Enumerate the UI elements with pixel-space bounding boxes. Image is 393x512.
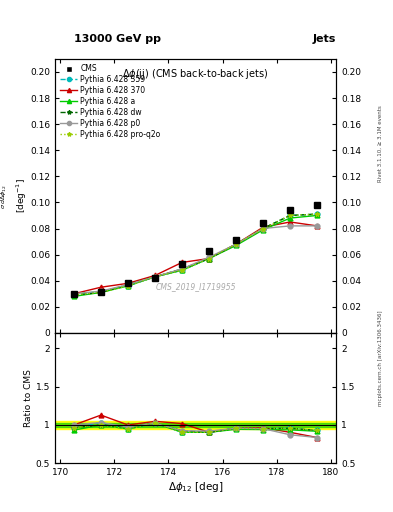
Pythia 6.428 dw [99, 289, 103, 295]
Pythia 6.428 a [126, 283, 130, 289]
Pythia 6.428 p0 [234, 241, 239, 247]
Pythia 6.428 pro-q2o [315, 211, 320, 217]
Line: Pythia 6.428 370: Pythia 6.428 370 [72, 220, 320, 296]
Pythia 6.428 pro-q2o [72, 292, 76, 298]
Pythia 6.428 dw [234, 241, 239, 247]
Pythia 6.428 dw [261, 225, 265, 231]
Pythia 6.428 dw [207, 255, 211, 262]
Pythia 6.428 a [207, 255, 211, 262]
Pythia 6.428 359 [315, 211, 320, 217]
Line: Pythia 6.428 a: Pythia 6.428 a [72, 213, 320, 299]
Pythia 6.428 359 [126, 283, 130, 289]
Pythia 6.428 359 [180, 267, 184, 273]
Pythia 6.428 359 [72, 292, 76, 298]
Text: 13000 GeV pp: 13000 GeV pp [74, 33, 162, 44]
Pythia 6.428 dw [72, 292, 76, 298]
Line: Pythia 6.428 pro-q2o: Pythia 6.428 pro-q2o [72, 212, 320, 297]
Text: CMS_2019_I1719955: CMS_2019_I1719955 [155, 282, 236, 291]
Pythia 6.428 370 [234, 241, 239, 247]
Pythia 6.428 a [99, 289, 103, 295]
Pythia 6.428 a [261, 227, 265, 233]
Pythia 6.428 370 [180, 260, 184, 266]
Pythia 6.428 p0 [207, 254, 211, 260]
Pythia 6.428 a [180, 267, 184, 273]
Pythia 6.428 dw [180, 266, 184, 272]
Pythia 6.428 359 [234, 241, 239, 247]
Pythia 6.428 a [234, 242, 239, 248]
Pythia 6.428 pro-q2o [126, 283, 130, 289]
Pythia 6.428 p0 [126, 282, 130, 288]
Text: mcplots.cern.ch [arXiv:1306.3436]: mcplots.cern.ch [arXiv:1306.3436] [378, 311, 383, 406]
Pythia 6.428 pro-q2o [261, 225, 265, 231]
Pythia 6.428 359 [99, 288, 103, 294]
X-axis label: $\Delta\phi_{12}$ [deg]: $\Delta\phi_{12}$ [deg] [168, 480, 223, 494]
Pythia 6.428 p0 [261, 225, 265, 231]
CMS [180, 261, 184, 267]
Pythia 6.428 a [288, 215, 292, 221]
Pythia 6.428 dw [152, 274, 157, 280]
Pythia 6.428 370 [72, 291, 76, 297]
Bar [55, 421, 336, 429]
Pythia 6.428 p0 [72, 291, 76, 297]
CMS [234, 237, 239, 243]
Pythia 6.428 370 [288, 219, 292, 225]
CMS [207, 248, 211, 254]
Pythia 6.428 dw [315, 211, 320, 217]
Pythia 6.428 370 [126, 280, 130, 286]
Pythia 6.428 a [152, 274, 157, 280]
Pythia 6.428 dw [126, 282, 130, 288]
Bar [55, 423, 336, 426]
CMS [126, 280, 130, 286]
Pythia 6.428 370 [99, 284, 103, 290]
Pythia 6.428 pro-q2o [180, 267, 184, 273]
CMS [288, 207, 292, 214]
Pythia 6.428 a [315, 212, 320, 219]
Line: Pythia 6.428 dw: Pythia 6.428 dw [72, 212, 320, 297]
Pythia 6.428 pro-q2o [207, 255, 211, 262]
Pythia 6.428 pro-q2o [234, 241, 239, 247]
Pythia 6.428 370 [261, 224, 265, 230]
CMS [315, 202, 320, 208]
Pythia 6.428 pro-q2o [99, 289, 103, 295]
CMS [261, 220, 265, 226]
CMS [72, 291, 76, 297]
Y-axis label: $\frac{1}{\bar{\sigma}}\frac{d\sigma}{d\Delta\phi_{12}}$
[deg$^{-1}$]: $\frac{1}{\bar{\sigma}}\frac{d\sigma}{d\… [0, 179, 29, 214]
Pythia 6.428 p0 [99, 288, 103, 294]
Line: CMS: CMS [71, 202, 320, 297]
Line: Pythia 6.428 359: Pythia 6.428 359 [72, 212, 320, 297]
CMS [99, 289, 103, 295]
Pythia 6.428 359 [152, 274, 157, 280]
Pythia 6.428 a [72, 293, 76, 300]
Pythia 6.428 dw [288, 212, 292, 219]
Text: $\Delta\phi$(jj) (CMS back-to-back jets): $\Delta\phi$(jj) (CMS back-to-back jets) [122, 67, 269, 81]
Pythia 6.428 359 [261, 225, 265, 231]
Pythia 6.428 p0 [180, 266, 184, 272]
Pythia 6.428 370 [315, 223, 320, 229]
Pythia 6.428 p0 [288, 223, 292, 229]
Pythia 6.428 359 [288, 212, 292, 219]
Pythia 6.428 pro-q2o [288, 212, 292, 219]
Text: Rivet 3.1.10, ≥ 3.1M events: Rivet 3.1.10, ≥ 3.1M events [378, 105, 383, 182]
Pythia 6.428 370 [207, 255, 211, 262]
Text: Jets: Jets [313, 33, 336, 44]
Y-axis label: Ratio to CMS: Ratio to CMS [24, 369, 33, 427]
Pythia 6.428 p0 [315, 223, 320, 229]
Pythia 6.428 359 [207, 255, 211, 262]
Line: Pythia 6.428 p0: Pythia 6.428 p0 [72, 223, 320, 296]
Pythia 6.428 370 [152, 272, 157, 279]
CMS [152, 275, 157, 281]
Pythia 6.428 p0 [152, 274, 157, 280]
Pythia 6.428 pro-q2o [152, 274, 157, 280]
Legend: CMS, Pythia 6.428 359, Pythia 6.428 370, Pythia 6.428 a, Pythia 6.428 dw, Pythia: CMS, Pythia 6.428 359, Pythia 6.428 370,… [59, 62, 162, 140]
